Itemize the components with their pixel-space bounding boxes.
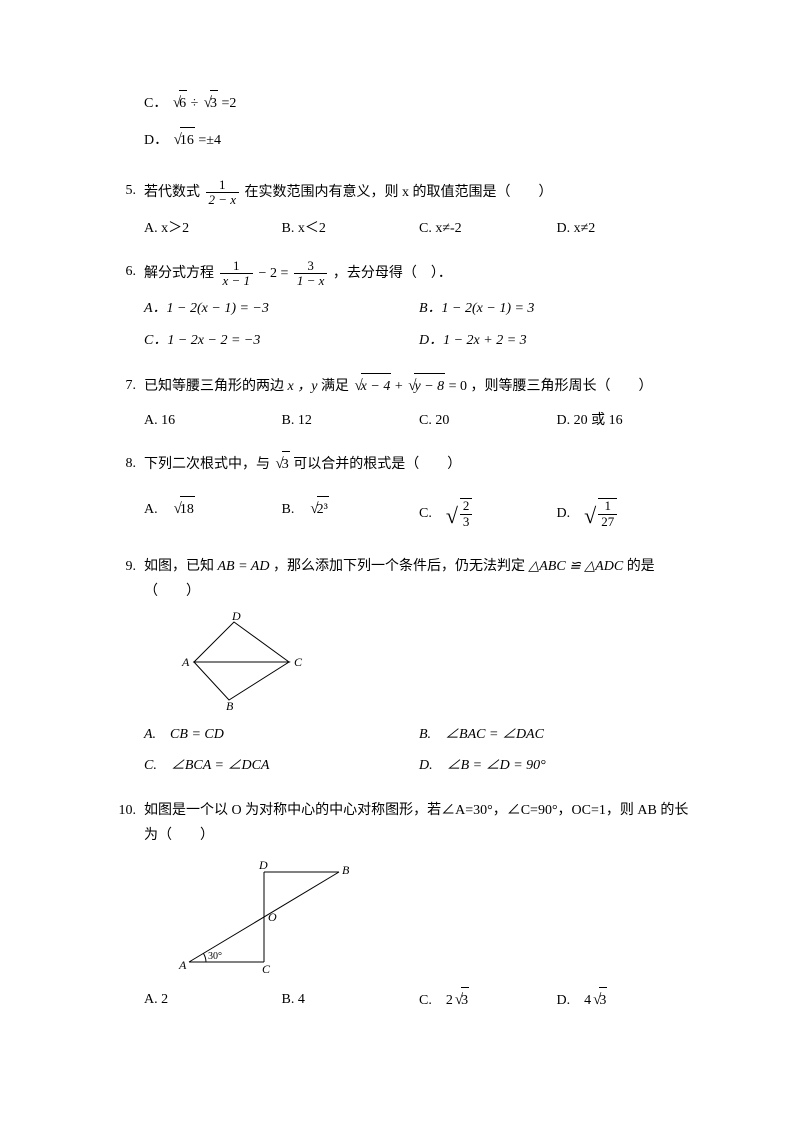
question-9: 9. 如图，已知 AB = AD ，那么添加下列一个条件后，仍无法判定 △ABC…	[110, 554, 694, 785]
question-stem: 解分式方程 1x − 1 − 2 = 31 − x ，去分母得（ ）．	[144, 259, 694, 289]
option-a: A. 18	[144, 496, 282, 536]
option-c: C．1 − 2x − 2 = −3	[144, 328, 419, 353]
svg-text:30°: 30°	[208, 951, 222, 962]
svg-text:D: D	[258, 858, 268, 872]
svg-text:A: A	[178, 958, 187, 972]
sqrt-icon: 3	[455, 987, 469, 1014]
option-b: B. 2³	[282, 496, 420, 536]
figure-triangle-abcd: D A C B	[174, 612, 314, 712]
option-b: B. ∠BAC = ∠DAC	[419, 722, 694, 747]
question-5: 5. 若代数式 12 − x 在实数范围内有意义，则 x 的取值范围是（ ） A…	[110, 178, 694, 245]
sqrt-icon: 2³	[310, 496, 328, 523]
label: C．	[144, 96, 167, 111]
question-6: 6. 解分式方程 1x − 1 − 2 = 31 − x ，去分母得（ ）． A…	[110, 259, 694, 359]
question-7: 7. 已知等腰三角形的两边 x ，y 满足 x − 4 + y − 8 = 0 …	[110, 373, 694, 437]
question-8: 8. 下列二次根式中，与 3 可以合并的根式是（ ） A. 18 B. 2³ C…	[110, 451, 694, 540]
question-number: 8.	[110, 451, 136, 540]
option-a: A. CB = CD	[144, 722, 419, 747]
option-c: C. x≠-2	[419, 216, 557, 241]
option-a: A. x＞2	[144, 216, 282, 241]
sqrt-icon: 3	[276, 451, 290, 478]
question-10: 10. 如图是一个以 O 为对称中心的中心对称图形，若∠A=30°，∠C=90°…	[110, 798, 694, 1017]
fraction: 23	[460, 498, 473, 529]
option-c: C. 20	[419, 408, 557, 433]
option-c: C. √23	[419, 496, 557, 536]
q4-option-c: C． 6 ÷ 3 =2	[144, 90, 694, 117]
question-stem: 如图是一个以 O 为对称中心的中心对称图形，若∠A=30°，∠C=90°，OC=…	[144, 798, 694, 848]
fraction: 31 − x	[294, 259, 328, 289]
fraction: 1x − 1	[220, 259, 254, 289]
sqrt-icon: y − 8	[408, 373, 445, 400]
figure-symmetry: D B O A C 30°	[174, 857, 364, 977]
svg-text:C: C	[294, 655, 303, 669]
option-d: D. 43	[557, 987, 695, 1014]
question-4-cont: C． 6 ÷ 3 =2 D． 16 =±4	[110, 90, 694, 164]
q4-option-d: D． 16 =±4	[144, 127, 694, 154]
question-number: 9.	[110, 554, 136, 785]
option-b: B. x＜2	[282, 216, 420, 241]
option-a: A．1 − 2(x − 1) = −3	[144, 296, 419, 321]
option-c: C. 23	[419, 987, 557, 1014]
question-number: 10.	[110, 798, 136, 1017]
sqrt-icon: 6	[173, 90, 187, 117]
option-d: D．1 − 2x + 2 = 3	[419, 328, 694, 353]
question-number: 5.	[110, 178, 136, 245]
option-b: B. 12	[282, 408, 420, 433]
fraction: 127	[598, 498, 617, 529]
fraction: 12 − x	[206, 178, 240, 208]
question-number: 6.	[110, 259, 136, 359]
sqrt-icon: x − 4	[354, 373, 391, 400]
svg-text:B: B	[226, 699, 234, 712]
label: D．	[144, 133, 168, 148]
sqrt-icon: 18	[174, 496, 195, 523]
svg-text:D: D	[231, 612, 241, 623]
sqrt-icon: 16	[174, 127, 195, 154]
question-stem: 下列二次根式中，与 3 可以合并的根式是（ ）	[144, 451, 694, 478]
question-number: 7.	[110, 373, 136, 437]
svg-text:C: C	[262, 962, 271, 976]
question-stem: 已知等腰三角形的两边 x ，y 满足 x − 4 + y − 8 = 0 ，则等…	[144, 373, 694, 400]
svg-text:B: B	[342, 863, 350, 877]
option-d: D. x≠2	[557, 216, 695, 241]
sqrt-icon: 3	[593, 987, 607, 1014]
option-a: A. 16	[144, 408, 282, 433]
option-d: D. ∠B = ∠D = 90°	[419, 753, 694, 778]
option-c: C. ∠BCA = ∠DCA	[144, 753, 419, 778]
svg-text:O: O	[268, 910, 277, 924]
option-b: B．1 − 2(x − 1) = 3	[419, 296, 694, 321]
option-d: D. √127	[557, 496, 695, 536]
question-stem: 如图，已知 AB = AD ，那么添加下列一个条件后，仍无法判定 △ABC ≌ …	[144, 554, 694, 604]
option-d: D. 20 或 16	[557, 408, 695, 433]
option-b: B. 4	[282, 987, 420, 1014]
sqrt-icon: 3	[204, 90, 218, 117]
question-stem: 若代数式 12 − x 在实数范围内有意义，则 x 的取值范围是（ ）	[144, 178, 694, 208]
svg-text:A: A	[181, 655, 190, 669]
option-a: A. 2	[144, 987, 282, 1014]
